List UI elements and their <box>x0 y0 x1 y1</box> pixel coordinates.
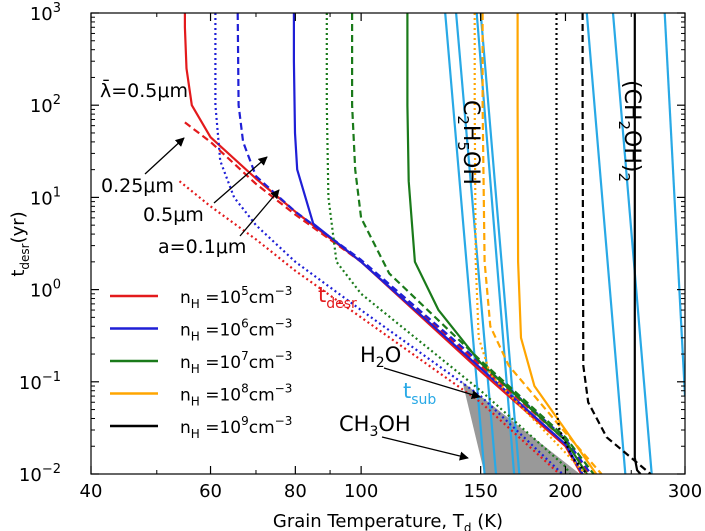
x-tick-label: 200 <box>548 481 582 502</box>
x-tick-label: 100 <box>344 481 378 502</box>
series-line-4 <box>292 13 584 474</box>
y-tick-label: 103 <box>30 1 61 25</box>
arrow-h2o <box>383 367 481 399</box>
y-tick-label: 10−1 <box>19 370 61 394</box>
legend-label: nH =107cm−3 <box>180 349 292 376</box>
legend-label: nH =109cm−3 <box>180 414 292 441</box>
y-tick-label: 101 <box>30 185 61 209</box>
label-c2h5oh: C2H5OH <box>454 100 483 185</box>
annotation-lambda: λ̄=0.5μm <box>100 78 188 102</box>
tsub-line-6 <box>611 13 653 474</box>
legend-label: nH =106cm−3 <box>180 317 292 344</box>
y-tick-label: 10−2 <box>19 462 61 486</box>
x-axis-label: Grain Temperature, Td (K) <box>273 511 503 531</box>
arrow-05 <box>213 156 268 204</box>
series-line-6 <box>214 13 564 474</box>
legend: nH =105cm−3 nH =106cm−3 nH =107cm−3 nH =108… <box>110 284 292 441</box>
shaded-region <box>462 381 580 474</box>
series-line-13 <box>633 13 642 474</box>
x-tick-label: 300 <box>668 481 702 502</box>
y-axis-label: tdesr(yr) <box>8 211 32 276</box>
series-line-10 <box>516 13 598 474</box>
series-line-7 <box>406 13 588 474</box>
series-line-11 <box>481 13 603 474</box>
arrow-01 <box>239 189 280 237</box>
label-h2o: H2O <box>360 343 401 371</box>
tsub-line-7 <box>663 13 685 397</box>
annotation-size-01: a=0.1μm <box>158 236 246 258</box>
annotation-size-05: 0.5μm <box>143 204 204 226</box>
tsub-line-1 <box>444 13 486 474</box>
series-line-12 <box>473 13 587 474</box>
plot-area <box>178 13 685 474</box>
label-tdesr: tdesr <box>318 283 357 312</box>
tsub-line-3 <box>475 13 516 474</box>
desorption-series <box>178 13 652 474</box>
tsub-line-5 <box>585 13 627 474</box>
x-tick-label: 40 <box>80 481 103 502</box>
label-tsub: tsub <box>403 379 436 408</box>
annotation-size-025: 0.25μm <box>101 175 174 197</box>
x-tick-label: 150 <box>463 481 497 502</box>
label-ch3oh: CH3OH <box>339 412 411 440</box>
arrow-025 <box>144 137 185 175</box>
y-tick-label: 102 <box>30 93 61 117</box>
axis-ticks: 40 60 80 100 150 200 300 10−2 10−1 100 101 102 103 <box>19 1 702 502</box>
y-tick-label: 100 <box>30 278 61 302</box>
x-tick-label: 60 <box>199 481 222 502</box>
series-line-1 <box>183 13 583 474</box>
legend-label: nH =108cm−3 <box>180 382 292 409</box>
label-ch2oh2: (CH2OH)2 <box>615 80 644 182</box>
series-line-8 <box>351 13 595 474</box>
x-tick-label: 80 <box>284 481 307 502</box>
plot-frame <box>90 12 686 475</box>
legend-label: nH =105cm−3 <box>180 284 292 311</box>
series-line-9 <box>325 13 571 474</box>
series-line-3 <box>178 180 561 474</box>
series-line-15 <box>555 13 588 474</box>
arrow-ch3oh <box>381 436 469 461</box>
